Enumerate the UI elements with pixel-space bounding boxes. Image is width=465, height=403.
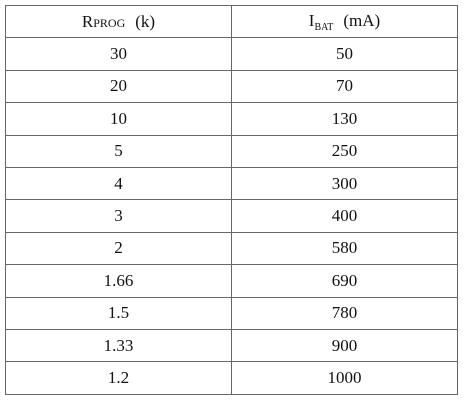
header-sub: BAT: [314, 21, 334, 33]
table-row: 1.2 1000: [5, 361, 458, 395]
table-cell: 900: [231, 328, 458, 363]
table-cell: 300: [231, 166, 458, 201]
table-row: 5 250: [5, 134, 458, 168]
table-row: 1.5 780: [5, 296, 458, 330]
table-cell: 1.33: [5, 328, 232, 363]
table-cell: 2: [5, 231, 232, 266]
table-cell: 400: [231, 199, 458, 233]
table-cell: 580: [231, 231, 458, 266]
table-cell: 5: [5, 134, 232, 168]
header-main: R: [81, 11, 94, 31]
table-cell: 130: [231, 102, 458, 136]
table-row: 3 400: [5, 199, 458, 233]
table-cell: 10: [5, 102, 232, 136]
table-row: 20 70: [5, 69, 458, 104]
table-row: 2 580: [5, 231, 458, 266]
table-cell: 1.5: [5, 296, 232, 330]
table-cell: 3: [5, 199, 232, 233]
table-row: 1.33 900: [5, 328, 458, 363]
table-head: RPROG (k) IBAT (mA): [5, 4, 458, 39]
header-unit: (mA): [343, 10, 381, 30]
header-cell: RPROG (k): [5, 4, 232, 39]
table-row: 1.66 690: [5, 264, 458, 298]
header-row: RPROG (k) IBAT (mA): [5, 4, 458, 39]
table-cell: 70: [231, 69, 458, 104]
table-cell: 4: [5, 166, 232, 201]
table-cell: 20: [5, 69, 232, 104]
table-row: 10 130: [5, 102, 458, 136]
table-row: 30 50: [5, 37, 458, 71]
table-body: 30 50 20 70 10 130 5 250 4 300 3 400 2 580 1.66 690 1.5 7…: [5, 37, 458, 395]
header-main: I: [308, 10, 315, 30]
table-cell: 1000: [231, 361, 458, 395]
header-sub: PROG: [93, 15, 126, 30]
table-row: 4 300: [5, 166, 458, 201]
table-cell: 1.2: [5, 361, 232, 395]
table-cell: 1.66: [5, 264, 232, 298]
header-cell: IBAT (mA): [231, 4, 458, 39]
header-unit: (k): [135, 11, 156, 31]
table-cell: 250: [231, 134, 458, 168]
table-cell: 30: [5, 37, 232, 71]
table-cell: 780: [231, 296, 458, 330]
data-table: RPROG (k) IBAT (mA) 30 50 20 70 10 130 5 250 4 300 3…: [5, 4, 458, 395]
table-cell: 50: [231, 37, 458, 71]
table-cell: 690: [231, 264, 458, 298]
